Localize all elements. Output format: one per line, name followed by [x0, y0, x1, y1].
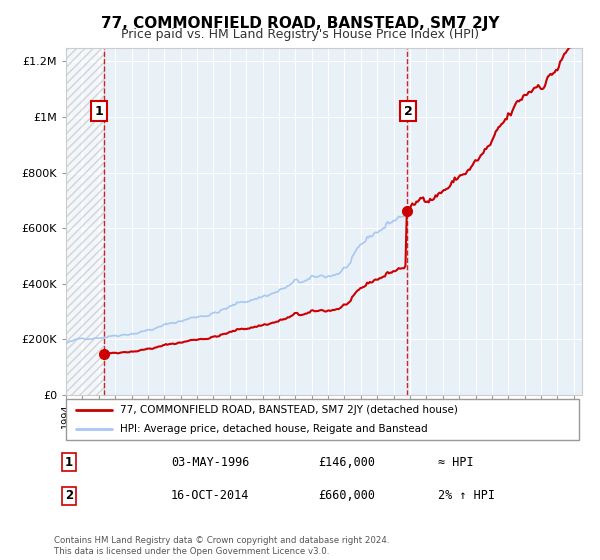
Text: £660,000: £660,000	[318, 489, 375, 502]
Text: Price paid vs. HM Land Registry's House Price Index (HPI): Price paid vs. HM Land Registry's House …	[121, 28, 479, 41]
Text: 2: 2	[404, 105, 413, 118]
Text: 16-OCT-2014: 16-OCT-2014	[171, 489, 250, 502]
Text: ≈ HPI: ≈ HPI	[438, 455, 473, 469]
FancyBboxPatch shape	[66, 399, 579, 440]
Text: 2: 2	[65, 489, 73, 502]
Text: 77, COMMONFIELD ROAD, BANSTEAD, SM7 2JY: 77, COMMONFIELD ROAD, BANSTEAD, SM7 2JY	[101, 16, 499, 31]
Text: HPI: Average price, detached house, Reigate and Banstead: HPI: Average price, detached house, Reig…	[120, 424, 427, 433]
Text: 03-MAY-1996: 03-MAY-1996	[171, 455, 250, 469]
Text: 1: 1	[94, 105, 103, 118]
Text: 77, COMMONFIELD ROAD, BANSTEAD, SM7 2JY (detached house): 77, COMMONFIELD ROAD, BANSTEAD, SM7 2JY …	[120, 405, 458, 415]
Text: Contains HM Land Registry data © Crown copyright and database right 2024.
This d: Contains HM Land Registry data © Crown c…	[54, 536, 389, 556]
Text: 1: 1	[65, 455, 73, 469]
Text: £146,000: £146,000	[318, 455, 375, 469]
Text: 2% ↑ HPI: 2% ↑ HPI	[438, 489, 495, 502]
Bar	[66, 48, 104, 395]
